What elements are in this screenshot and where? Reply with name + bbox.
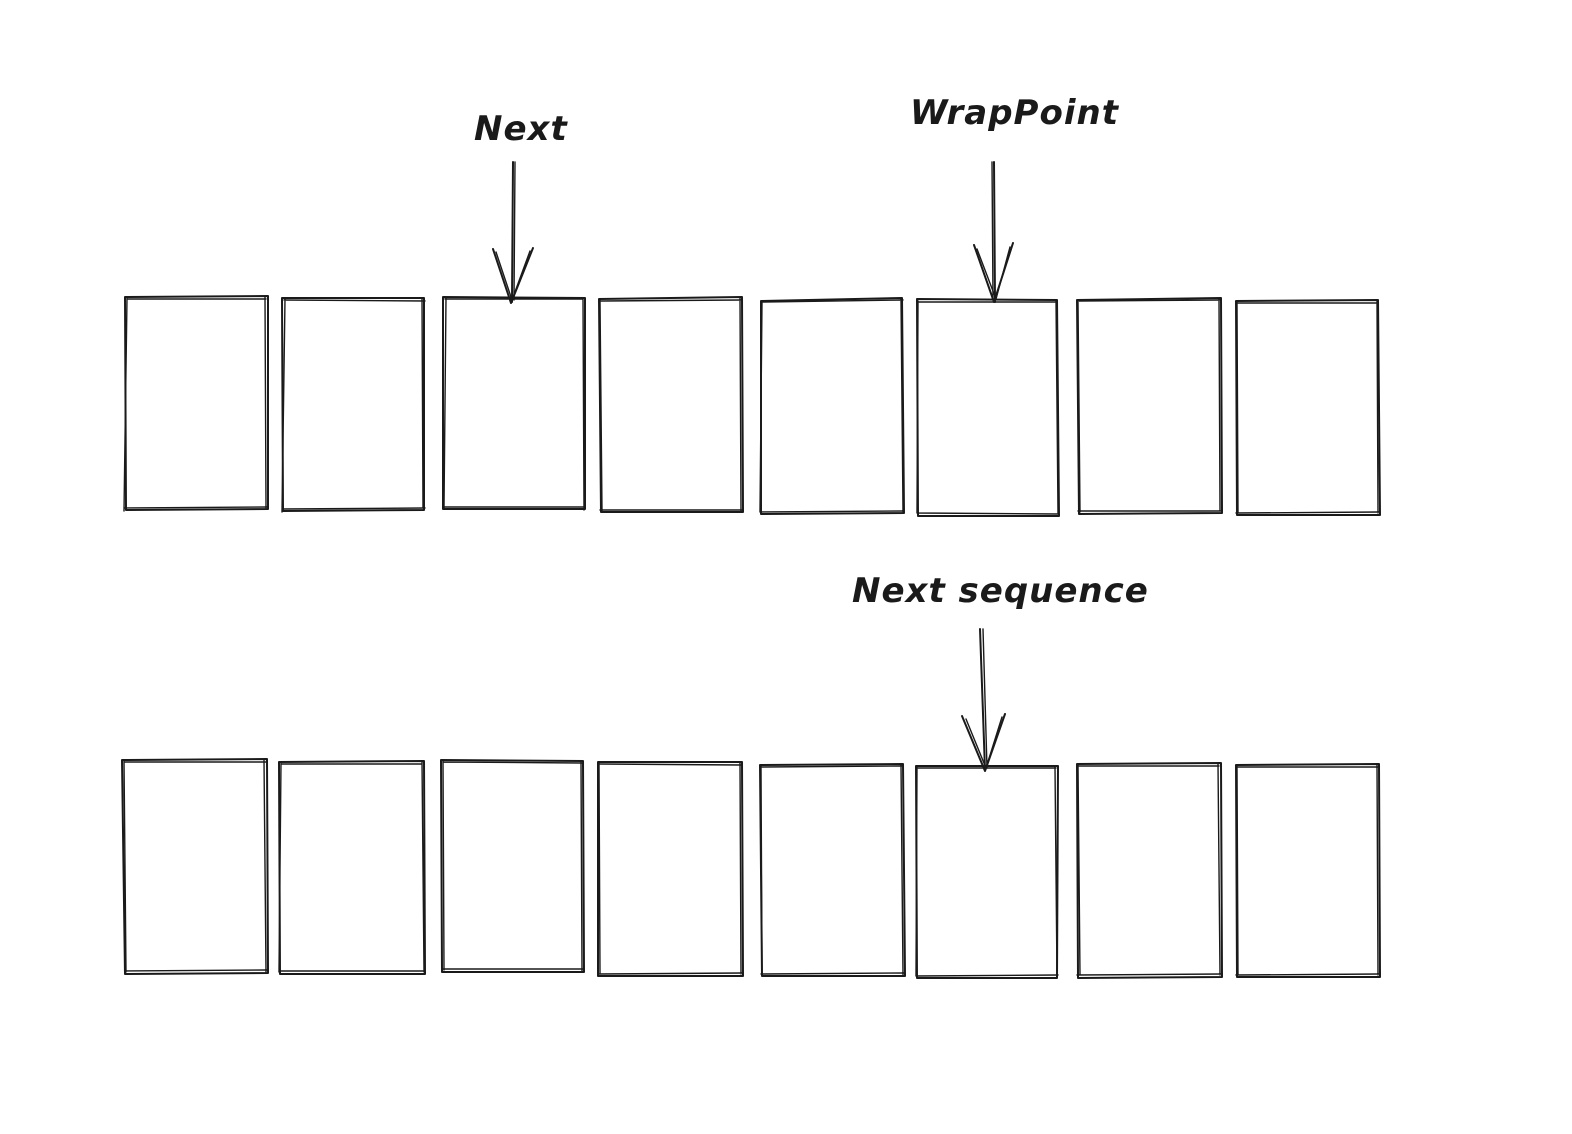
buffer-row-bottom [121,758,1381,979]
buffer-row-top [123,295,1381,517]
next-sequence-pointer: Next sequence [852,571,1149,772]
buffer-slot [598,296,744,513]
next-pointer: Next [474,109,568,304]
buffer-slot [278,760,426,975]
arrow-down-icon [961,628,1006,772]
buffer-slot [759,763,906,977]
buffer-slot [1076,762,1223,979]
buffer-slot [597,761,744,977]
arrow-down-icon [492,161,534,304]
next-label: Next [474,109,568,149]
buffer-slot [442,296,586,511]
arrow-down-icon [973,161,1014,303]
buffer-slot [1076,297,1223,515]
buffer-slot [121,758,269,975]
buffer-slot [281,297,426,513]
buffer-slot [1235,299,1381,516]
wrap-point-pointer: WrapPoint [910,93,1120,303]
buffer-slot [1235,763,1381,978]
buffer-slot [916,298,1060,517]
buffer-slot [123,295,269,512]
buffer-slot [915,765,1059,979]
wrap-point-label: WrapPoint [910,93,1120,133]
buffer-slot [759,297,905,515]
next-sequence-label: Next sequence [852,571,1149,611]
buffer-slot [440,759,585,973]
